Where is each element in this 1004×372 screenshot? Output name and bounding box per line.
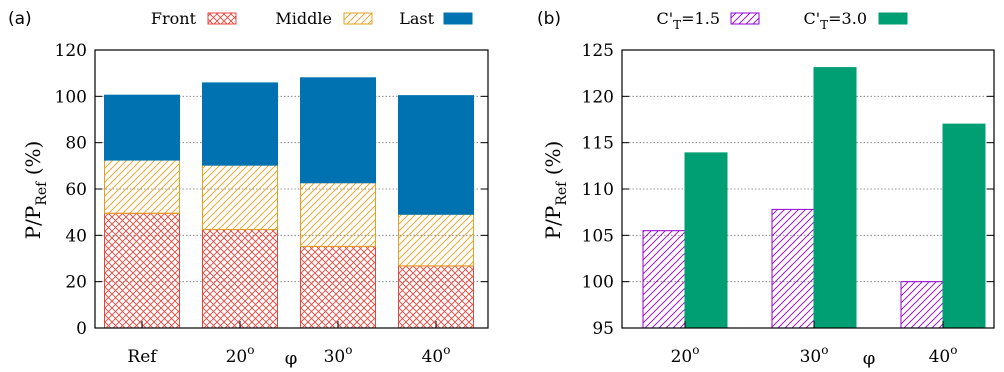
x-axis-label: φ	[285, 348, 298, 369]
y-tick-label: 40	[65, 226, 87, 246]
legend-swatch-last	[443, 12, 473, 25]
y-tick-label: 100	[582, 273, 614, 293]
legend-label-front: Front	[151, 9, 197, 28]
bar-front-2	[300, 245, 376, 329]
bar-series1-2	[900, 281, 944, 329]
bar-middle-2	[300, 182, 376, 247]
x-tick-label: 40o	[422, 343, 451, 367]
bar-front-0	[104, 212, 180, 329]
y-tick-label: 120	[582, 87, 614, 107]
bar-front-1	[202, 229, 278, 329]
bar-last-1	[202, 82, 278, 166]
bar-middle-1	[202, 164, 278, 231]
y-tick-label: 60	[65, 180, 87, 200]
x-tick-label: 30o	[800, 343, 829, 367]
x-tick-label: Ref	[127, 347, 158, 367]
panel-b-tag: (b)	[537, 9, 561, 29]
bar-last-2	[300, 77, 376, 184]
bar-series1-1	[771, 208, 815, 329]
bar-middle-3	[398, 213, 474, 267]
panel-a-tag: (a)	[8, 9, 32, 29]
legend-label-middle: Middle	[275, 9, 332, 28]
bar-series1-0	[642, 230, 686, 329]
legend-swatch-series1	[730, 12, 760, 25]
x-axis-label: φ	[863, 348, 876, 369]
bar-series2-2	[942, 123, 986, 329]
panel-a: 0 20 40 60 80 100 120 Ref 20o 30o 40o φ P/PRef (%) Fr…	[21, 9, 489, 369]
x-tick-label: 20o	[226, 343, 255, 367]
bar-series2-1	[813, 67, 857, 329]
y-axis-label: P/PRef (%)	[541, 141, 570, 240]
y-tick-label: 0	[76, 319, 87, 339]
x-tick-label: 30o	[324, 343, 353, 367]
y-tick-label: 125	[582, 41, 614, 61]
y-tick-label: 115	[582, 134, 614, 154]
bar-last-0	[104, 94, 180, 161]
plot-frame	[94, 49, 489, 329]
y-tick-label: 20	[65, 273, 87, 293]
x-tick-label: 20o	[671, 343, 700, 367]
y-axis-label: P/PRef (%)	[21, 141, 50, 240]
legend-label-series1: C'T=1.5	[656, 9, 720, 32]
legend-label-series2: C'T=3.0	[803, 9, 867, 32]
y-tick-label: 120	[55, 41, 87, 61]
legend-swatch-series2	[878, 12, 908, 25]
y-tick-label: 100	[55, 87, 87, 107]
legend-swatch-front	[207, 12, 237, 25]
bar-last-3	[398, 95, 474, 215]
bar-series2-0	[684, 152, 728, 329]
legend-swatch-middle	[343, 12, 373, 25]
y-tick-label: 110	[582, 180, 614, 200]
legend-label-last: Last	[399, 9, 434, 28]
bar-front-3	[398, 265, 474, 329]
plot-frame	[621, 49, 995, 329]
x-tick-label: 40o	[929, 343, 958, 367]
y-tick-label: 80	[65, 134, 87, 154]
y-tick-label: 105	[582, 226, 614, 246]
y-tick-label: 95	[592, 319, 614, 339]
bar-middle-0	[104, 159, 180, 214]
panel-b: 95 100 105 110 115 120 125 20o 30o 40o φ P/PRef (%)…	[541, 9, 995, 369]
